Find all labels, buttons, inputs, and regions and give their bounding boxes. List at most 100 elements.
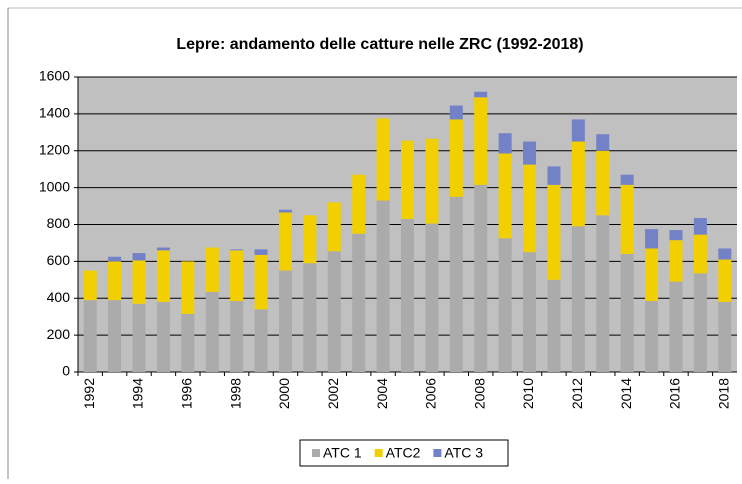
bar-segment [547,184,561,280]
bar-segment [327,251,341,372]
bar-segment [230,250,244,302]
legend-label: ATC2 [386,445,421,461]
bar-segment [205,247,219,292]
bar-segment [523,164,537,253]
y-tick-label: 1000 [39,178,70,194]
bar-segment [523,252,537,372]
bar-segment [620,184,634,254]
bar-segment [108,300,122,372]
bar-segment [108,261,122,301]
bar-segment [254,249,268,255]
x-tick-label: 2004 [374,378,390,409]
bar-segment [83,270,97,301]
bar-segment [669,230,683,241]
x-tick-label: 2008 [471,378,487,409]
bar-segment [132,303,146,372]
bar-segment [449,105,463,120]
bar-segment [571,119,585,142]
bar-segment [718,259,732,302]
bar-segment [181,261,195,314]
x-tick-label: 1998 [227,378,243,409]
legend-swatch [433,449,442,457]
bar-segment [620,174,634,185]
bar-segment [645,301,659,372]
y-tick-label: 1400 [39,105,70,121]
x-tick-label: 1992 [81,378,97,409]
bar-segment [523,141,537,165]
bar-segment [303,215,317,264]
bar-segment [449,119,463,197]
bar-segment [620,254,634,372]
y-tick-label: 1200 [39,141,70,157]
y-tick-label: 400 [47,289,71,305]
bar-segment [132,260,146,304]
bar-segment [474,97,488,185]
bar-segment [449,196,463,372]
bar-segment [474,91,488,98]
bar-segment [376,118,390,201]
bar-segment [376,200,390,372]
y-tick-label: 0 [62,363,70,379]
x-tick-label: 2002 [325,378,341,409]
bar-segment [230,301,244,372]
bar-segment [645,248,659,302]
chart-title: Lepre: andamento delle catture nelle ZRC… [176,36,583,53]
bar-segment [669,281,683,372]
bar-segment [303,263,317,372]
bar-segment [278,270,292,372]
bar-segment [254,309,268,372]
bar-segment [693,273,707,372]
bar-segment [156,301,170,372]
bar-segment [108,256,122,262]
bar-segment [547,279,561,372]
bar-segment [693,218,707,235]
bar-segment [278,209,292,213]
legend-label: ATC 3 [444,445,483,461]
bar-segment [327,202,341,252]
x-tick-label: 2016 [667,378,683,409]
bar-segment [132,253,146,261]
bar-segment [474,184,488,372]
bar-segment [718,248,732,260]
bar-segment [401,140,414,219]
y-tick-label: 600 [47,252,71,268]
bar-segment [498,133,512,154]
bar-segment [83,300,97,372]
x-tick-label: 2006 [423,378,439,409]
x-tick-label: 2014 [618,378,634,409]
bar-segment [596,134,610,151]
bar-segment [401,218,414,372]
x-tick-label: 2012 [569,378,585,409]
bar-segment [571,226,585,372]
bar-segment [205,291,219,372]
bar-segment [230,249,244,251]
legend-swatch [312,449,320,457]
legend-label: ATC 1 [323,445,362,461]
bar-segment [425,223,439,372]
x-tick-label: 2010 [520,378,536,409]
y-tick-label: 800 [47,215,71,231]
bar-segment [181,313,195,372]
bar-segment [571,141,585,227]
bar-segment [498,238,512,372]
bar-segment [645,229,659,249]
x-tick-label: 1996 [179,378,195,409]
bar-segment [669,240,683,282]
bar-segment [547,166,561,185]
bar-segment [425,138,439,224]
x-tick-label: 1994 [130,378,146,409]
legend-swatch [374,449,383,457]
y-tick-label: 200 [47,326,71,342]
bar-segment [596,150,610,216]
bar-segment [352,233,366,372]
y-tick-label: 1600 [39,68,70,84]
bar-segment [596,215,610,372]
bar-segment [156,250,170,302]
bar-segment [693,234,707,274]
bar-segment [156,247,170,251]
bar-segment [352,174,366,234]
bar-segment [498,153,512,239]
bar-segment [278,212,292,271]
